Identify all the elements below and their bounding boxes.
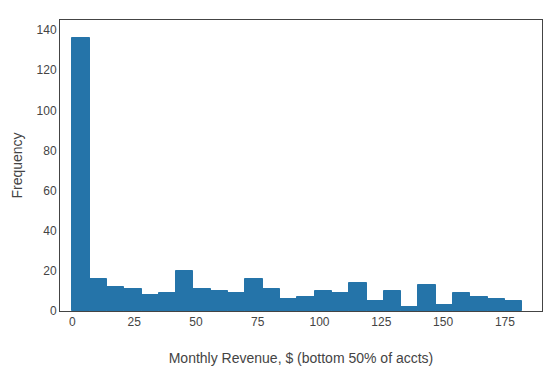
svg-text:140: 140 <box>37 23 57 37</box>
svg-text:20: 20 <box>43 264 57 278</box>
svg-text:150: 150 <box>433 315 453 329</box>
svg-text:50: 50 <box>189 315 203 329</box>
svg-text:25: 25 <box>127 315 141 329</box>
svg-text:0: 0 <box>69 315 76 329</box>
svg-text:Frequency: Frequency <box>9 132 25 198</box>
svg-text:100: 100 <box>37 104 57 118</box>
svg-text:120: 120 <box>37 63 57 77</box>
svg-text:125: 125 <box>371 315 391 329</box>
svg-text:40: 40 <box>43 224 57 238</box>
svg-text:100: 100 <box>310 315 330 329</box>
svg-text:0: 0 <box>50 304 57 318</box>
svg-text:80: 80 <box>43 144 57 158</box>
svg-text:60: 60 <box>43 184 57 198</box>
svg-text:175: 175 <box>495 315 515 329</box>
svg-text:Monthly Revenue, $ (bottom 50%: Monthly Revenue, $ (bottom 50% of accts) <box>169 350 434 366</box>
svg-text:75: 75 <box>251 315 265 329</box>
